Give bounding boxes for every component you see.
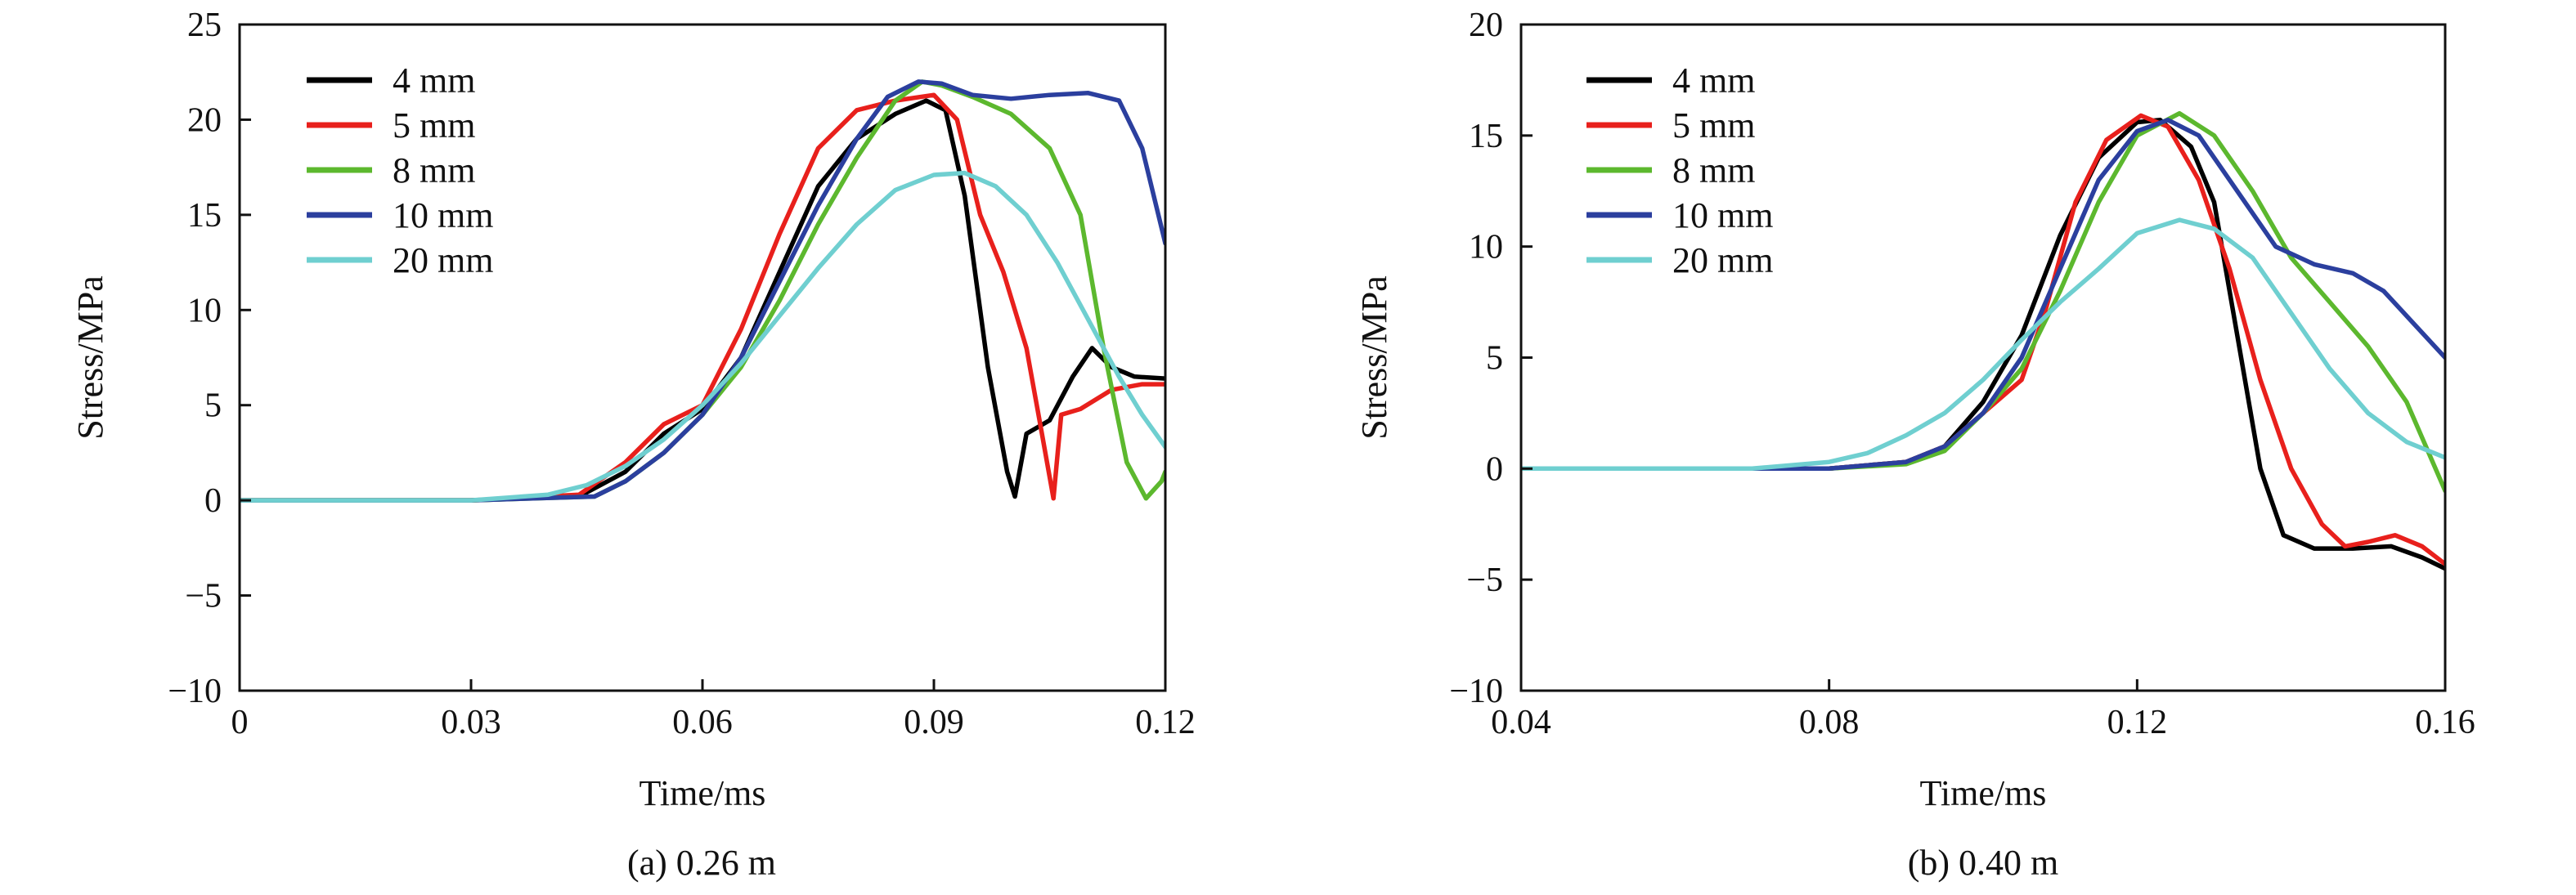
chart-a-x-tick-label: 0.03 [441, 704, 501, 741]
chart-b-series-line-2 [1521, 110, 2445, 494]
chart-a-y-tick-label: 0 [204, 482, 222, 520]
chart-b-x-axis-title: Time/ms [1920, 773, 2047, 813]
chart-b-series-line-4 [1521, 217, 2445, 472]
chart-a-y-tick-label: 20 [187, 101, 222, 139]
chart-a-x-tick-label: 0 [231, 704, 249, 741]
chart-a-legend-label-0: 4 mm [393, 60, 475, 101]
chart-b-y-tick-label: 20 [1469, 7, 1503, 44]
chart-a-legend: 4 mm5 mm 8 mm 10 mm 20 mm [307, 60, 493, 280]
chart-b-series-line-0 [1521, 118, 2445, 571]
chart-b-legend: 4 mm5 mm 8 mm 10 mm 20 mm [1586, 60, 1773, 280]
chart-b-y-axis-title: Stress/MPa [1354, 275, 1394, 439]
chart-a-y-tick-label: −10 [168, 673, 222, 710]
chart-b: 0.04 0.08 0.12 0.16 −10 −5 0 5 10 15 20 Time/ms Stre… [1354, 7, 2475, 883]
chart-a-legend-label-1: 5 mm [393, 105, 475, 145]
chart-b-legend-label-3: 10 mm [1672, 195, 1773, 235]
chart-a-series-line-4 [240, 170, 1165, 503]
chart-b-y-tick-label: 5 [1486, 340, 1503, 378]
chart-b-plot-frame [1519, 23, 2447, 692]
chart-b-y-tick-label: −10 [1449, 673, 1503, 710]
chart-a-y-tick-label: 10 [187, 292, 222, 329]
chart-a-legend-label-3: 10 mm [393, 195, 493, 235]
chart-a-x-tick-label: 0.06 [672, 704, 733, 741]
chart-b-y-tick-label: 0 [1486, 450, 1503, 488]
chart-a-x-tick-label: 0.12 [1135, 704, 1196, 741]
chart-b-x-tick-label: 0.12 [2107, 704, 2168, 741]
chart-b-legend-label-1: 5 mm [1672, 105, 1755, 145]
chart-b-x-tick-label: 0.16 [2415, 704, 2475, 741]
chart-a-legend-label-2: 8 mm [393, 150, 475, 190]
chart-b-y-tick-label: −5 [1466, 562, 1503, 599]
chart-a-series-group [240, 79, 1165, 503]
chart-a-y-axis-title: Stress/MPa [70, 275, 110, 439]
chart-b-x-tick-label: 0.04 [1491, 704, 1551, 741]
chart-b-legend-label-4: 20 mm [1672, 240, 1773, 280]
chart-b-y-tick-label: 10 [1469, 229, 1503, 266]
chart-b-series-line-1 [1521, 113, 2445, 566]
chart-b-y-tick-label: 15 [1469, 118, 1503, 155]
chart-b-legend-label-2: 8 mm [1672, 150, 1755, 190]
chart-a-series-line-3 [240, 79, 1165, 503]
chart-a-caption: (a) 0.26 m [627, 843, 776, 883]
chart-a-series-line-1 [240, 92, 1165, 503]
chart-a-y-tick-label: 5 [204, 387, 222, 425]
chart-a-legend-label-4: 20 mm [393, 240, 493, 280]
chart-a-x-tick-label: 0.09 [904, 704, 964, 741]
chart-b-x-tick-label: 0.08 [1799, 704, 1860, 741]
chart-b-series-group [1521, 110, 2445, 571]
chart-a: 0 0.03 0.06 0.09 0.12 −10 −5 0 5 10 15 20 25 Time/ms S… [70, 7, 1196, 883]
chart-b-caption: (b) 0.40 m [1908, 843, 2059, 883]
chart-a-x-axis-title: Time/ms [640, 773, 766, 813]
chart-b-series-line-3 [1521, 118, 2445, 472]
chart-b-legend-label-0: 4 mm [1672, 60, 1755, 101]
chart-a-y-tick-label: 15 [187, 197, 222, 235]
chart-a-y-tick-label: −5 [185, 578, 222, 615]
chart-a-y-tick-label: 25 [187, 7, 222, 44]
chart-a-series-line-0 [240, 98, 1165, 503]
